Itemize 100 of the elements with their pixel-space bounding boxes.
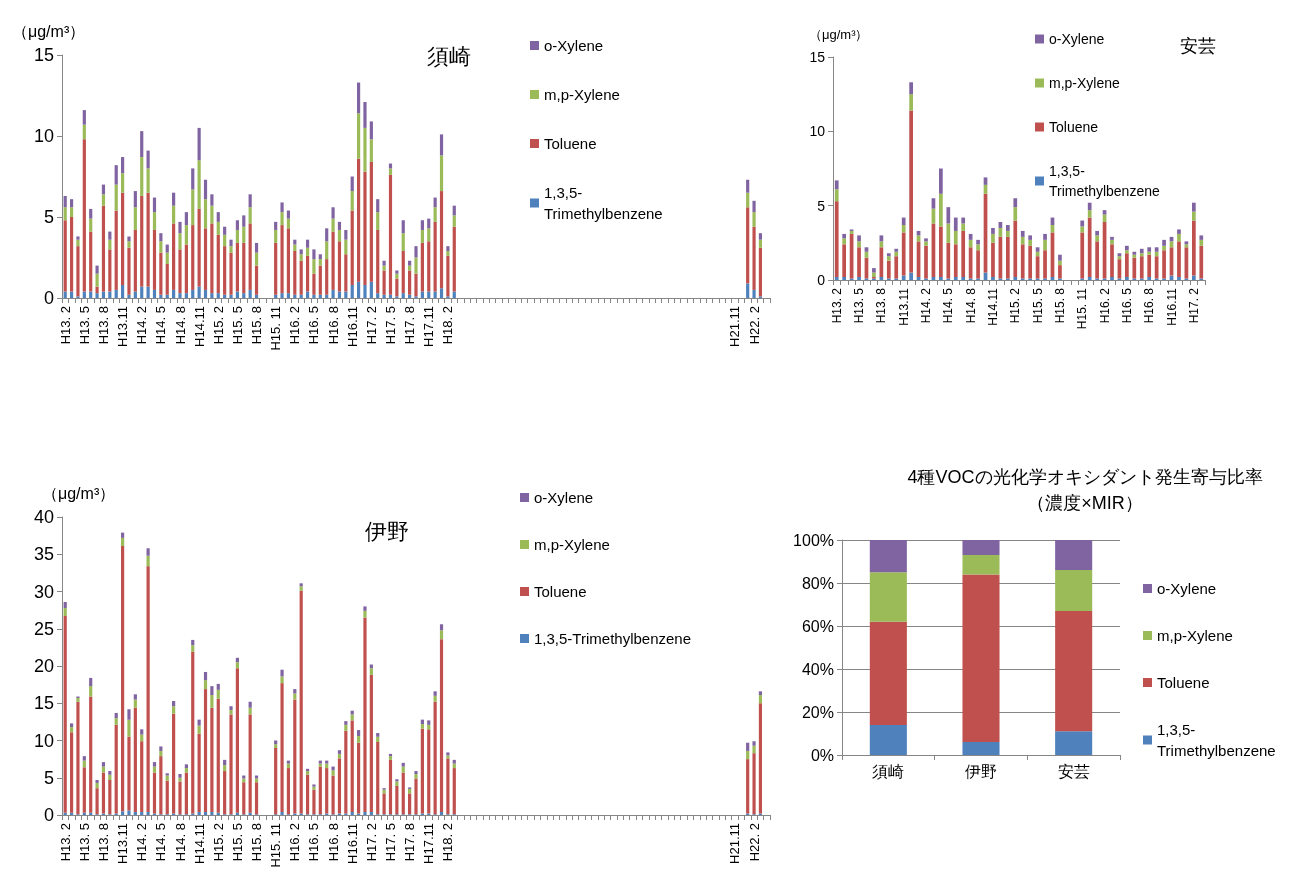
x-tick-label: H17. 2 <box>363 306 379 345</box>
x-tick-label: H16. 2 <box>287 306 303 345</box>
x-tick-label: H18. 2 <box>440 306 456 345</box>
x-tick-label: H16. 5 <box>306 306 322 345</box>
x-tick-label: H14. 2 <box>134 306 150 345</box>
x-tick-label: 伊野 <box>965 762 997 780</box>
x-tick-label: H16. 5 <box>1119 287 1134 324</box>
x-tick-label: H13. 2 <box>57 306 73 345</box>
legend-label: Toluene <box>1049 119 1099 135</box>
legend-label: o-Xylene <box>1049 31 1105 47</box>
x-tick-label: H22. 2 <box>746 823 762 862</box>
y-tick-label: 0 <box>43 805 54 825</box>
x-tick-label: 安芸 <box>1057 762 1090 780</box>
x-tick-label: H14. 8 <box>172 306 188 345</box>
x-tick-label: H15. 5 <box>229 823 245 862</box>
x-tick-label: H13.11 <box>115 306 131 347</box>
x-tick-label: H22. 2 <box>746 306 762 345</box>
x-tick-label: H15. 8 <box>249 306 265 345</box>
y-tick-label: 40 <box>33 507 54 527</box>
legend-label: 1,3,5-Trimethylbenzene <box>534 630 692 647</box>
chart-title: 伊野 <box>365 518 409 544</box>
y-tick-label: 20% <box>801 703 834 721</box>
x-tick-label: H15. 8 <box>249 823 265 862</box>
x-tick-label: H13. 8 <box>95 823 111 862</box>
y-tick-label: 15 <box>809 49 826 65</box>
y-tick-label: 40% <box>801 660 834 678</box>
legend-label: m,p-Xylene <box>1049 75 1121 91</box>
x-tick-label: H14. 2 <box>919 287 933 324</box>
x-tick-label: 須崎 <box>872 762 905 780</box>
legend-label: Toluene <box>1157 674 1210 691</box>
chart-title: 安芸 <box>1180 36 1216 56</box>
y-tick-label: 5 <box>43 207 54 227</box>
x-tick-label: H17.11 <box>421 306 437 347</box>
x-tick-label: H18. 2 <box>440 823 456 862</box>
x-tick-label: H16. 8 <box>325 823 341 862</box>
x-tick-label: H17. 8 <box>402 306 418 345</box>
legend-label: o-Xylene <box>544 37 604 54</box>
x-tick-label: H15. 5 <box>229 306 245 345</box>
x-tick-label: H16. 2 <box>1097 287 1112 324</box>
x-tick-label: H14. 5 <box>153 306 169 345</box>
legend-label: m,p-Xylene <box>544 86 620 103</box>
x-tick-label: H14. 8 <box>963 287 978 324</box>
x-tick-label: H13.11 <box>896 287 911 326</box>
y-axis-title: （μg/m³） <box>809 27 869 42</box>
x-tick-label: H13. 8 <box>95 306 111 345</box>
x-tick-label: H14.11 <box>191 306 207 347</box>
y-tick-label: 15 <box>33 45 54 65</box>
x-tick-label: H13. 5 <box>76 306 92 345</box>
y-tick-label: 5 <box>43 767 54 788</box>
x-tick-label: H21.11 <box>727 823 743 864</box>
x-tick-label: H13. 8 <box>874 287 889 324</box>
legend-label: m,p-Xylene <box>534 536 610 553</box>
x-tick-label: H14. 8 <box>172 823 188 862</box>
legend-label: 1,3,5-Trimethylbenzene <box>1157 721 1276 759</box>
y-tick-label: 30 <box>33 581 54 602</box>
legend-label: o-Xylene <box>1157 580 1217 597</box>
y-tick-label: 100% <box>793 531 834 549</box>
x-tick-label: H16. 8 <box>325 306 341 345</box>
y-tick-label: 20 <box>33 656 54 676</box>
x-tick-label: H16. 2 <box>287 823 303 862</box>
x-tick-label: H13. 5 <box>76 823 92 862</box>
chart-title: 4種VOCの光化学オキシダント発生寄与比率 <box>907 467 1263 487</box>
x-tick-label: H16.11 <box>344 306 360 347</box>
chart-title: 須崎 <box>427 43 471 69</box>
y-tick-label: 35 <box>33 544 54 565</box>
x-tick-label: H17. 2 <box>363 823 379 862</box>
y-tick-label: 25 <box>33 618 54 639</box>
x-tick-label: H17. 5 <box>382 306 398 345</box>
y-tick-label: 15 <box>33 693 54 714</box>
x-tick-label: H15. 2 <box>210 823 226 862</box>
x-tick-label: H13. 5 <box>852 287 867 324</box>
y-tick-label: 60% <box>801 617 834 635</box>
x-tick-label: H15. 11 <box>268 823 284 868</box>
x-tick-label: H15. 8 <box>1052 287 1067 324</box>
x-tick-label: H15. 11 <box>268 306 284 351</box>
x-tick-label: H14. 5 <box>153 823 169 862</box>
x-tick-label: H16. 5 <box>306 823 322 862</box>
x-tick-label: H14.11 <box>985 287 1000 326</box>
x-tick-label: H15. 5 <box>1030 287 1045 324</box>
x-tick-label: H15. 11 <box>1075 287 1090 330</box>
y-axis-title: （μg/m³） <box>42 484 116 502</box>
chart-subtitle: （濃度×MIR） <box>1027 493 1143 513</box>
x-tick-label: H15. 2 <box>210 306 226 345</box>
x-tick-label: H16.11 <box>1164 287 1179 326</box>
x-tick-label: H13. 2 <box>829 287 844 324</box>
legend-label: o-Xylene <box>534 489 594 506</box>
x-tick-label: H14.11 <box>191 823 207 864</box>
x-tick-label: H15. 2 <box>1008 287 1023 324</box>
legend-label: m,p-Xylene <box>1157 627 1233 644</box>
x-tick-label: H17. 8 <box>402 823 418 862</box>
x-tick-label: H16. 8 <box>1142 287 1157 324</box>
y-tick-label: 80% <box>801 574 834 592</box>
y-tick-label: 0 <box>817 272 826 288</box>
x-tick-label: H17. 5 <box>382 823 398 862</box>
x-tick-label: H13. 2 <box>57 823 73 862</box>
x-tick-label: H13.11 <box>115 823 131 864</box>
y-tick-label: 10 <box>33 126 54 146</box>
y-tick-label: 5 <box>817 197 826 214</box>
legend-label: Toluene <box>544 135 597 152</box>
x-tick-label: H17. 2 <box>1186 287 1201 324</box>
